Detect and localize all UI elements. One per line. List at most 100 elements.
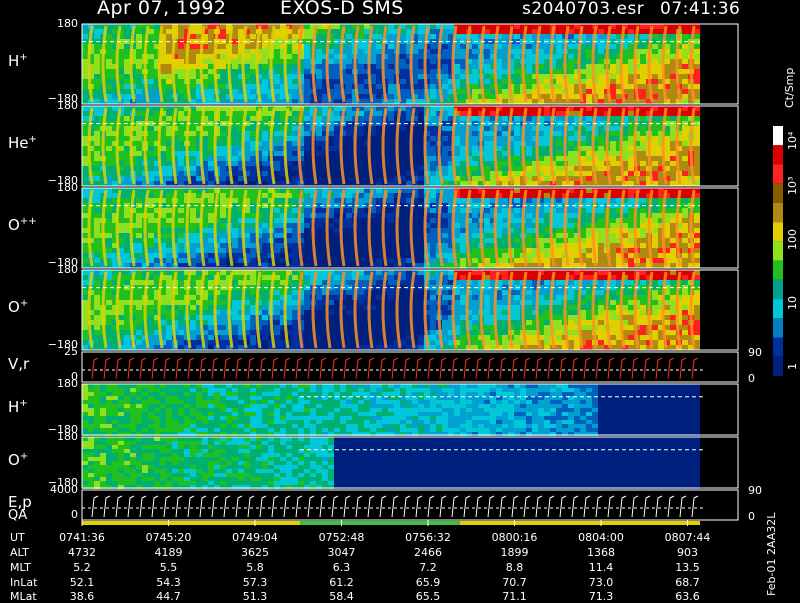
colorbar-swatch [773,357,783,376]
ephemeris-value: 13.5 [658,561,718,574]
ephemeris-value: 0756:32 [398,531,458,544]
panel-label-h2: H+ [8,398,28,416]
panel-label-o3: O+ [8,451,28,469]
ephemeris-value: 4189 [139,546,199,559]
panel-he [82,106,738,186]
colorbar-swatch [773,145,783,164]
footer-code: Feb-01 2AA32L [765,513,778,596]
ephemeris-value: 71.3 [571,590,631,603]
panel-h2 [82,384,738,436]
panel-ep [82,490,738,520]
ephemeris-name: ALT [10,546,29,559]
ephemeris-value: 52.1 [52,576,112,589]
colorbar-swatch [773,261,783,280]
panel-h1 [82,24,738,104]
y-tick-top: 4000 [38,483,78,496]
ephemeris-value: 0741:36 [52,531,112,544]
colorbar-tick-label: 10³ [786,177,799,195]
ephemeris-value: 1899 [485,546,545,559]
y-tick-top: 180 [38,377,78,390]
ephemeris-value: 8.8 [485,561,545,574]
ephemeris-name: MLat [10,590,37,603]
ephemeris-value: 65.5 [398,590,458,603]
colorbar-swatch [773,299,783,318]
y-tick-top: 180 [38,263,78,276]
y-tick-top: 180 [38,17,78,30]
panel-label-he: He+ [8,134,37,152]
ephemeris-value: 0745:20 [139,531,199,544]
ephemeris-name: MLT [10,561,31,574]
ephemeris-value: 54.3 [139,576,199,589]
panel-bg [82,490,738,520]
ephemeris-value: 51.3 [225,590,285,603]
panel-label-o1: O+ [8,298,28,316]
panel-label-vr: V,r [8,355,29,373]
colorbar-swatch [773,241,783,260]
colorbar-tick-label: 100 [786,229,799,250]
ephemeris-value: 5.5 [139,561,199,574]
panel-o2 [82,188,738,268]
panel-o1 [82,270,738,350]
colorbar-swatch [773,222,783,241]
y-tick-top: 180 [38,181,78,194]
ephemeris-value: 0749:04 [225,531,285,544]
ephemeris-value: 4732 [52,546,112,559]
y-tick-top: 180 [38,99,78,112]
y-tick-bottom: 0 [38,508,78,521]
ephemeris-value: 903 [658,546,718,559]
panel-bg [82,352,738,382]
panel-o3 [82,437,738,489]
right-tick-top: 90 [748,484,762,497]
ephemeris-value: 6.3 [312,561,372,574]
panel-vr [82,352,738,382]
ephemeris-value: 57.3 [225,576,285,589]
colorbar-swatch [773,338,783,357]
ephemeris-name: InLat [10,576,37,589]
ephemeris-value: 5.8 [225,561,285,574]
ephemeris-value: 71.1 [485,590,545,603]
colorbar-swatch [773,203,783,222]
ephemeris-value: 11.4 [571,561,631,574]
ephemeris-value: 3625 [225,546,285,559]
y-tick-top: 25 [38,345,78,358]
ephemeris-value: 0804:00 [571,531,631,544]
qa-label: QA [8,508,27,523]
ephemeris-value: 44.7 [139,590,199,603]
ephemeris-value: 73.0 [571,576,631,589]
ephemeris-value: 58.4 [312,590,372,603]
colorbar-swatch [773,318,783,337]
ephemeris-value: 2466 [398,546,458,559]
ephemeris-value: 70.7 [485,576,545,589]
right-tick-bottom: 0 [748,510,755,523]
colorbar-tick-label: 10⁴ [786,132,799,150]
ephemeris-value: 65.9 [398,576,458,589]
ephemeris-value: 38.6 [52,590,112,603]
ephemeris-value: 63.6 [658,590,718,603]
ephemeris-value: 5.2 [52,561,112,574]
ephemeris-value: 0800:16 [485,531,545,544]
ephemeris-value: 3047 [312,546,372,559]
colorbar-tick-label: 1 [786,363,799,370]
qa-bar [82,521,700,525]
colorbar-unit: Ct/Smp [783,68,796,108]
ephemeris-value: 68.7 [658,576,718,589]
ephemeris-value: 0807:44 [658,531,718,544]
ephemeris-value: 1368 [571,546,631,559]
panel-label-h1: H+ [8,52,28,70]
colorbar-tick-label: 10 [786,296,799,310]
colorbar-swatch [773,280,783,299]
y-tick-top: 180 [38,430,78,443]
panel-label-o2: O++ [8,216,37,234]
ephemeris-name: UT [10,531,25,544]
ephemeris-value: 7.2 [398,561,458,574]
right-tick-top: 90 [748,346,762,359]
colorbar-swatch [773,164,783,183]
colorbar-swatch [773,184,783,203]
right-tick-bottom: 0 [748,372,755,385]
ephemeris-value: 0752:48 [312,531,372,544]
colorbar-swatch [773,126,783,145]
colorbar [773,126,783,376]
ephemeris-value: 61.2 [312,576,372,589]
